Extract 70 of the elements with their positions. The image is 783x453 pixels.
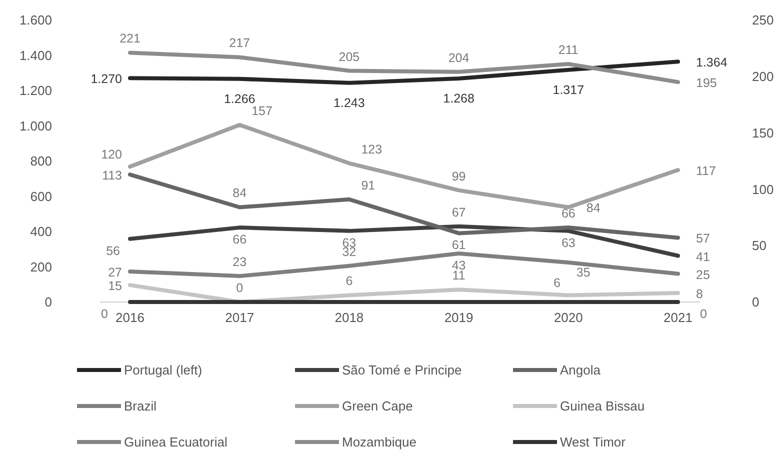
data-label: 8 bbox=[696, 286, 703, 301]
data-label: 221 bbox=[120, 32, 140, 46]
y-tick-label: 1.000 bbox=[19, 118, 52, 134]
data-label: 67 bbox=[452, 205, 466, 220]
data-label: 1.317 bbox=[552, 82, 584, 97]
data-label: 61 bbox=[452, 238, 466, 252]
data-label: 25 bbox=[696, 268, 710, 282]
data-label: 1.268 bbox=[443, 92, 474, 106]
y2-tick-label: 250 bbox=[752, 12, 774, 28]
data-label: 1.266 bbox=[224, 92, 256, 106]
y-tick-label: 200 bbox=[30, 259, 52, 274]
x-tick-label: 2016 bbox=[116, 310, 144, 325]
y2-tick-label: 100 bbox=[752, 182, 774, 197]
data-label: 57 bbox=[696, 232, 710, 246]
data-label: 1.364 bbox=[696, 56, 728, 70]
data-label: 120 bbox=[101, 148, 122, 162]
data-label: 1.243 bbox=[334, 96, 365, 110]
y2-tick-label: 150 bbox=[752, 125, 774, 140]
data-label: 27 bbox=[108, 266, 122, 280]
data-label: 205 bbox=[338, 50, 360, 64]
data-label: 91 bbox=[361, 178, 376, 192]
y2-tick-label: 0 bbox=[752, 294, 760, 310]
x-tick-label: 2019 bbox=[444, 310, 474, 325]
data-label: 6 bbox=[553, 276, 560, 290]
y-tick-label: 1.600 bbox=[19, 12, 52, 28]
data-label: 217 bbox=[229, 36, 250, 50]
data-label: 66 bbox=[561, 206, 576, 221]
y-tick-label: 1.400 bbox=[19, 48, 52, 63]
data-label: 0 bbox=[101, 307, 108, 321]
y2-tick-label: 50 bbox=[752, 238, 766, 254]
legend-label: Green Cape bbox=[342, 398, 413, 414]
data-label: 84 bbox=[232, 186, 247, 200]
data-label: 66 bbox=[232, 232, 247, 247]
legend-label: Brazil bbox=[124, 398, 157, 414]
data-label: 56 bbox=[106, 244, 120, 258]
data-label: 63 bbox=[561, 236, 576, 250]
x-tick-label: 2020 bbox=[554, 310, 583, 325]
data-label: 6 bbox=[346, 274, 353, 288]
legend-label: West Timor bbox=[560, 434, 626, 450]
data-label: 84 bbox=[586, 201, 600, 216]
data-label: 204 bbox=[448, 50, 470, 65]
data-label: 99 bbox=[452, 169, 466, 184]
data-label: 0 bbox=[236, 281, 244, 295]
data-label: 211 bbox=[558, 42, 578, 57]
data-label: 123 bbox=[361, 142, 382, 156]
data-label: 41 bbox=[696, 250, 710, 264]
y-tick-label: 800 bbox=[30, 154, 52, 169]
legend-label: São Tomé e Principe bbox=[342, 362, 462, 378]
legend-label: Angola bbox=[560, 362, 602, 378]
y-tick-label: 600 bbox=[30, 188, 52, 204]
data-label: 1.270 bbox=[90, 72, 122, 86]
y-tick-label: 0 bbox=[44, 294, 52, 310]
legend-label: Mozambique bbox=[342, 434, 416, 450]
x-tick-label: 2018 bbox=[334, 310, 364, 325]
data-label: 0 bbox=[700, 307, 707, 321]
legend-label: Guinea Ecuatorial bbox=[124, 434, 228, 450]
data-label: 35 bbox=[576, 266, 590, 280]
data-label: 117 bbox=[696, 164, 716, 178]
legend-label: Portugal (left) bbox=[124, 362, 202, 378]
data-label: 23 bbox=[232, 255, 247, 270]
x-tick-label: 2021 bbox=[664, 310, 692, 325]
y-tick-label: 1.200 bbox=[19, 83, 52, 98]
y-tick-label: 400 bbox=[30, 224, 52, 240]
data-label: 195 bbox=[696, 76, 717, 90]
data-label: 113 bbox=[102, 168, 122, 183]
x-tick-label: 2017 bbox=[225, 310, 254, 325]
y2-tick-label: 200 bbox=[752, 68, 774, 84]
legend-label: Guinea Bissau bbox=[560, 398, 645, 414]
data-label: 157 bbox=[252, 104, 273, 118]
data-label: 15 bbox=[108, 279, 122, 294]
